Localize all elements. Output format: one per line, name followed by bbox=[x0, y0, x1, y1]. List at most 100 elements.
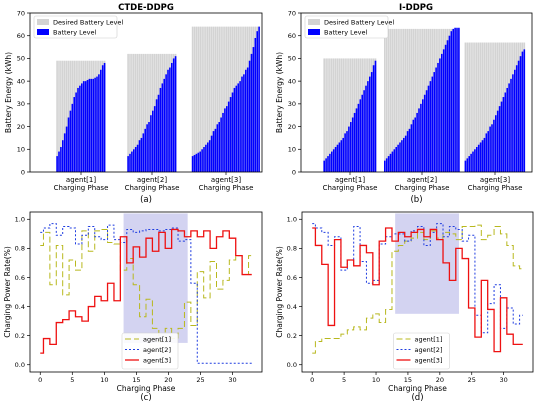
battery-bar bbox=[416, 112, 418, 172]
x-tick-label: 0 bbox=[310, 376, 314, 384]
battery-bar bbox=[498, 106, 501, 172]
desired-bar bbox=[384, 28, 386, 173]
line-panel-c: 0.0 0.2 0.4 0.6 0.8 1.0 0 5 10 15 20 25 30 Charging P… bbox=[3, 211, 263, 403]
battery-bar bbox=[60, 147, 62, 172]
battery-bar bbox=[133, 149, 135, 172]
y-tick-label: 0.2 bbox=[287, 332, 297, 340]
desired-bar bbox=[216, 26, 219, 172]
y-tick-label: 0.6 bbox=[287, 274, 297, 282]
battery-bar bbox=[353, 112, 356, 172]
battery-bar bbox=[136, 144, 139, 172]
battery-bar bbox=[348, 126, 350, 172]
desired-bar bbox=[146, 53, 148, 173]
desired-bar bbox=[410, 28, 413, 173]
battery-bar bbox=[422, 99, 424, 172]
battery-bar bbox=[435, 67, 437, 172]
battery-bar bbox=[239, 81, 241, 172]
desired-bar bbox=[60, 60, 62, 173]
desired-bar bbox=[150, 53, 152, 173]
desired-bar bbox=[338, 58, 341, 172]
battery-bar bbox=[327, 156, 329, 172]
battery-bar bbox=[472, 151, 474, 172]
series-line-agent-1 bbox=[40, 228, 252, 342]
battery-bar bbox=[193, 154, 196, 172]
battery-bar bbox=[344, 133, 346, 172]
battery-bar bbox=[361, 94, 363, 172]
battery-bar bbox=[332, 149, 335, 172]
x-tick-label: Charging Phase bbox=[54, 184, 109, 192]
battery-bar bbox=[485, 133, 488, 172]
desired-bar bbox=[203, 26, 205, 172]
desired-bar bbox=[344, 58, 346, 172]
battery-bar bbox=[393, 149, 396, 172]
battery-bar bbox=[385, 158, 388, 172]
battery-bar bbox=[144, 128, 146, 172]
desired-bar bbox=[325, 58, 327, 172]
battery-bar bbox=[456, 27, 458, 173]
battery-bar bbox=[254, 37, 257, 172]
desired-bar bbox=[58, 60, 60, 173]
x-tick-label: agent[1] bbox=[66, 176, 96, 184]
desired-bar bbox=[323, 58, 325, 172]
desired-bar bbox=[395, 28, 397, 173]
desired-bar bbox=[205, 26, 207, 172]
desired-bar bbox=[387, 28, 390, 173]
legend-box bbox=[304, 15, 389, 39]
battery-bar bbox=[493, 119, 495, 172]
desired-bar bbox=[224, 26, 226, 172]
desired-bar bbox=[485, 42, 488, 173]
battery-bar bbox=[237, 83, 239, 172]
battery-bar bbox=[174, 56, 177, 172]
desired-bar bbox=[191, 26, 194, 172]
y-tick-label: 0.8 bbox=[15, 245, 25, 253]
battery-bar bbox=[468, 156, 470, 172]
x-tick-label: 20 bbox=[436, 376, 444, 384]
battery-bar bbox=[404, 135, 407, 172]
legend-box bbox=[33, 15, 118, 39]
battery-bar bbox=[155, 99, 158, 172]
desired-bar bbox=[127, 53, 129, 173]
battery-bar bbox=[233, 87, 236, 172]
plot-frame bbox=[301, 211, 534, 373]
desired-bar bbox=[496, 42, 499, 173]
battery-bar bbox=[96, 76, 98, 172]
desired-bar bbox=[401, 28, 403, 173]
battery-bar bbox=[491, 124, 493, 172]
battery-bar bbox=[58, 151, 60, 172]
desired-bar bbox=[483, 42, 486, 173]
desired-bar bbox=[138, 53, 141, 173]
desired-bar bbox=[212, 26, 215, 172]
x-tick-label: Charging Phase bbox=[199, 184, 254, 192]
legend-label: Desired Battery Level bbox=[324, 19, 394, 27]
desired-bar bbox=[468, 42, 470, 173]
panel-title: I-DDPG bbox=[399, 3, 433, 13]
battery-bar bbox=[408, 128, 411, 172]
x-tick-label: 0 bbox=[38, 376, 42, 384]
desired-bar bbox=[346, 58, 348, 172]
battery-bar bbox=[216, 124, 219, 172]
battery-bar bbox=[98, 74, 100, 172]
y-axis-label: Charging Power Rate(%) bbox=[275, 246, 284, 338]
battery-bar bbox=[397, 144, 399, 172]
battery-bar bbox=[367, 81, 369, 172]
legend-label: Battery Level bbox=[53, 29, 96, 37]
highlight-region bbox=[123, 213, 188, 343]
desired-bar bbox=[334, 58, 337, 172]
panel-caption: (d) bbox=[411, 393, 423, 403]
battery-bar bbox=[243, 74, 245, 172]
battery-bar bbox=[218, 122, 220, 172]
battery-bar bbox=[454, 27, 456, 173]
battery-bar bbox=[334, 147, 337, 172]
legend-label: agent[3] bbox=[415, 357, 443, 365]
battery-bar bbox=[429, 81, 432, 172]
y-tick-label: 10 bbox=[17, 146, 25, 154]
x-axis-label: Charging Phase bbox=[117, 384, 176, 393]
battery-bar bbox=[351, 117, 354, 172]
battery-bar bbox=[212, 131, 215, 172]
battery-bar bbox=[508, 83, 510, 172]
battery-bar bbox=[163, 78, 165, 172]
panel-caption: (b) bbox=[410, 195, 422, 205]
battery-bar bbox=[248, 60, 251, 173]
battery-bar bbox=[355, 108, 358, 172]
y-tick-label: 0.6 bbox=[15, 274, 25, 282]
